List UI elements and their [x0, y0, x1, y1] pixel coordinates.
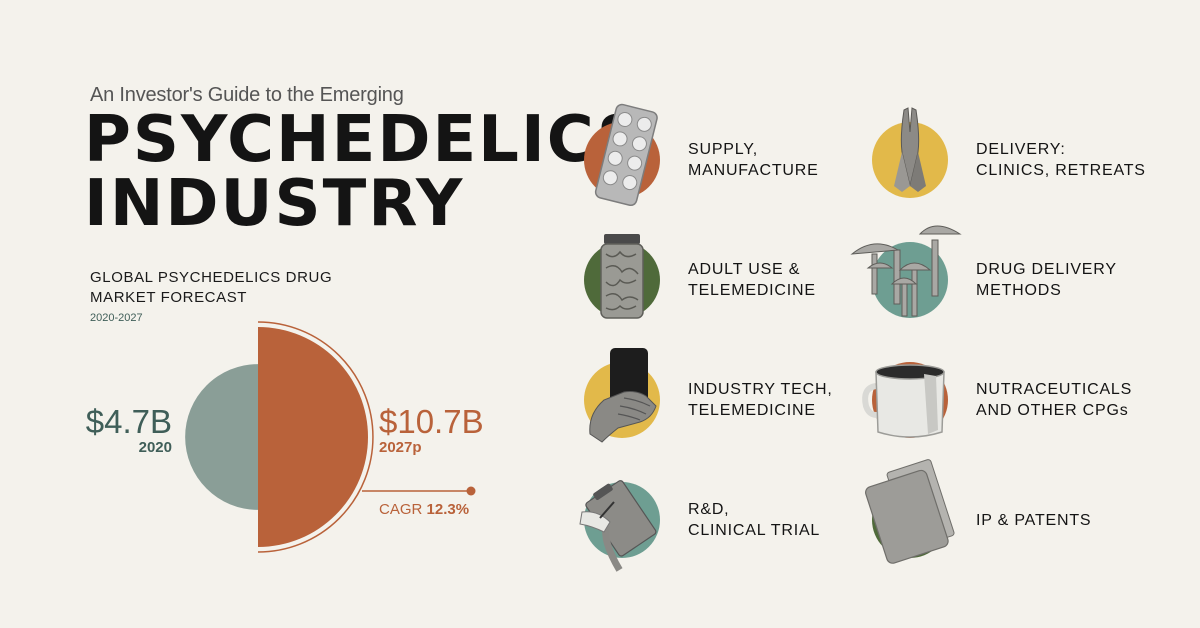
- segment-nutraceuticals-line-1: NUTRACEUTICALS: [976, 381, 1133, 398]
- title-line-1: PSYCHEDELICS: [84, 103, 645, 177]
- segment-adult-use-line-1: ADULT USE &: [688, 261, 801, 278]
- segment-rnd-label: R&D, CLINICAL TRIAL: [688, 499, 820, 541]
- segment-adult-use-line-2: TELEMEDICINE: [688, 282, 816, 299]
- chart-title: GLOBAL PSYCHEDELICS DRUG MARKET FORECAST: [90, 268, 332, 308]
- segment-adult-use: ADULT USE & TELEMEDICINE: [584, 234, 816, 319]
- market-forecast-chart: $4.7B 2020 $10.7B 2027p CAGR 12.3%: [86, 321, 484, 553]
- segment-delivery-clinics-label: DELIVERY: CLINICS, RETREATS: [976, 139, 1146, 181]
- praying-hands-icon: [894, 107, 926, 192]
- segment-adult-use-label: ADULT USE & TELEMEDICINE: [688, 259, 816, 301]
- segment-rnd: R&D, CLINICAL TRIAL: [579, 480, 820, 572]
- segment-ip-patents-label: IP & PATENTS: [976, 510, 1091, 531]
- segment-ip-patents: IP & PATENTS: [865, 459, 1091, 564]
- segment-delivery-clinics: DELIVERY: CLINICS, RETREATS: [872, 107, 1146, 198]
- page-title: PSYCHEDELICS INDUSTRY: [84, 108, 645, 236]
- segment-supply-line-1: SUPPLY,: [688, 141, 758, 158]
- segment-industry-tech-label: INDUSTRY TECH, TELEMEDICINE: [688, 379, 833, 421]
- segment-supply-line-2: MANUFACTURE: [688, 162, 819, 179]
- title-line-2: INDUSTRY: [84, 167, 465, 241]
- segment-industry-tech: INDUSTRY TECH, TELEMEDICINE: [584, 348, 833, 443]
- cagr-dot: [466, 486, 476, 496]
- segment-rnd-line-2: CLINICAL TRIAL: [688, 522, 821, 539]
- segment-delivery-clinics-line-2: CLINICS, RETREATS: [976, 162, 1146, 179]
- category-label-2020: 2020: [139, 439, 172, 456]
- segment-supply-label: SUPPLY, MANUFACTURE: [688, 139, 819, 181]
- segment-drug-delivery-circle: [850, 225, 962, 318]
- segment-nutraceuticals: NUTRACEUTICALS AND OTHER CPGs: [862, 362, 1132, 438]
- segment-nutraceuticals-line-2: AND OTHER CPGs: [976, 402, 1129, 419]
- segment-ip-patents-line-1: IP & PATENTS: [976, 511, 1092, 529]
- segment-rnd-circle: [579, 480, 660, 572]
- segment-industry-tech-circle: [584, 348, 660, 443]
- coffee-mug-icon: [862, 364, 945, 438]
- segment-supply-circle: [584, 103, 660, 207]
- phone-in-hand-icon: [589, 348, 657, 443]
- chart-years: 2020-2027: [90, 312, 143, 324]
- cagr-text: CAGR: [379, 501, 423, 518]
- segment-drug-delivery: DRUG DELIVERY METHODS: [850, 225, 1117, 318]
- mushroom-icon: [850, 225, 962, 317]
- segment-drug-delivery-line-1: DRUG DELIVERY: [976, 261, 1117, 278]
- outer-arc: [257, 321, 374, 553]
- segment-ip-patents-circle: [865, 459, 955, 564]
- segment-drug-delivery-label: DRUG DELIVERY METHODS: [976, 259, 1117, 301]
- segment-adult-use-circle: [584, 234, 660, 319]
- category-label-2027: 2027p: [379, 439, 422, 456]
- value-label-2020: $4.7B: [86, 403, 172, 440]
- document-folder-icon: [865, 459, 955, 564]
- semicircle-2020: [185, 364, 258, 510]
- segment-supply: SUPPLY, MANUFACTURE: [584, 103, 819, 207]
- cagr-value: 12.3%: [427, 501, 470, 518]
- page-subtitle: An Investor's Guide to the Emerging: [90, 84, 404, 106]
- cagr-label: CAGR 12.3%: [379, 501, 469, 518]
- segment-drug-delivery-line-2: METHODS: [976, 282, 1062, 299]
- jar-icon: [600, 234, 644, 319]
- segment-nutraceuticals-label: NUTRACEUTICALS AND OTHER CPGs: [976, 379, 1132, 421]
- segment-nutraceuticals-circle: [862, 362, 948, 438]
- chart-title-line-1: GLOBAL PSYCHEDELICS DRUG: [90, 269, 333, 286]
- value-label-2027: $10.7B: [379, 403, 484, 440]
- clipboard-icon: [579, 480, 657, 572]
- segment-industry-tech-line-2: TELEMEDICINE: [688, 402, 816, 419]
- segment-industry-tech-line-1: INDUSTRY TECH,: [688, 381, 833, 398]
- segment-delivery-clinics-line-1: DELIVERY:: [976, 141, 1066, 158]
- semicircle-2027: [258, 327, 368, 547]
- segment-rnd-line-1: R&D,: [688, 501, 730, 518]
- pill-blister-icon: [594, 103, 658, 207]
- segment-delivery-clinics-circle: [872, 107, 948, 198]
- chart-title-line-2: MARKET FORECAST: [90, 289, 248, 306]
